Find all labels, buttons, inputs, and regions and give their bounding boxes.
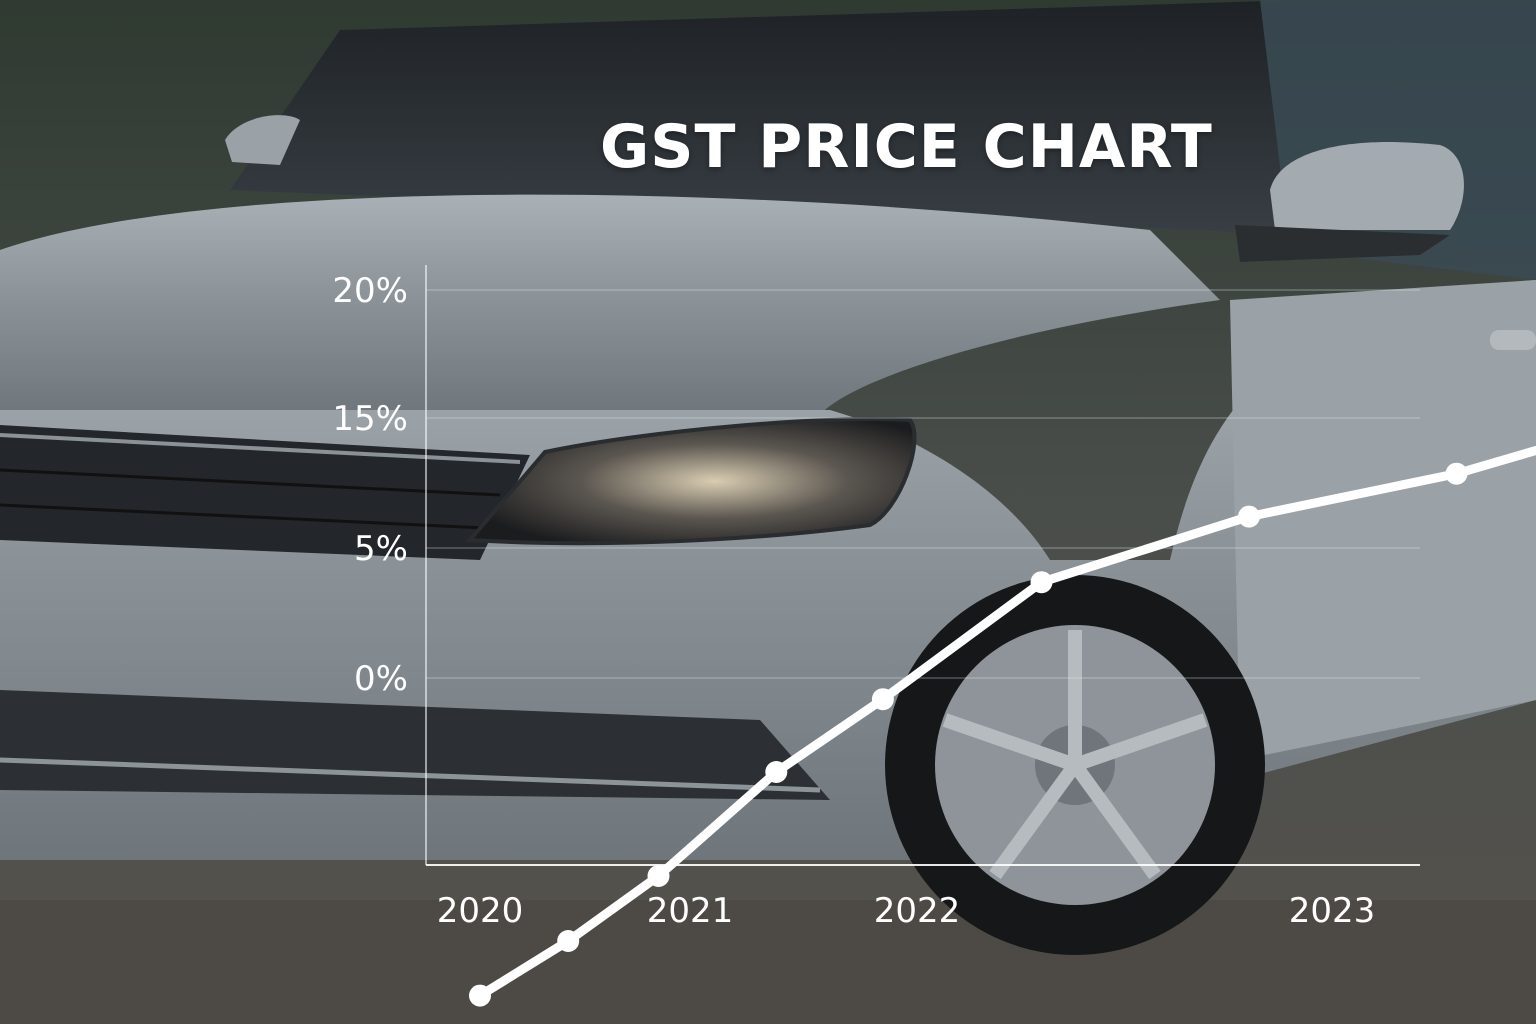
gridlines xyxy=(426,289,1420,679)
left-mirror xyxy=(225,115,300,165)
door xyxy=(1230,280,1536,760)
hood xyxy=(0,194,1220,415)
y-tick-label: 0% xyxy=(354,659,408,699)
door-handle xyxy=(1490,330,1536,350)
data-point xyxy=(871,688,894,711)
series-line xyxy=(475,445,1536,1001)
chart-title: GST PRICE CHART xyxy=(600,112,1213,182)
x-tick-label: 2021 xyxy=(647,891,734,931)
headlight xyxy=(465,417,917,546)
data-point xyxy=(1445,462,1468,485)
y-tick-label: 20% xyxy=(332,271,408,311)
right-mirror xyxy=(1270,142,1464,230)
data-point xyxy=(1238,505,1260,528)
data-point xyxy=(557,930,580,952)
data-point xyxy=(765,761,788,783)
windshield xyxy=(230,0,1536,250)
x-tick-labels: 2020 2021 2022 2023 xyxy=(437,891,1376,931)
lower-intake xyxy=(0,690,830,800)
data-point xyxy=(1030,571,1053,594)
grille xyxy=(0,425,530,560)
x-tick-label: 2020 xyxy=(437,891,524,931)
x-tick-label: 2023 xyxy=(1289,891,1376,931)
y-tick-label: 15% xyxy=(332,399,408,439)
x-tick-label: 2022 xyxy=(874,891,961,931)
data-points xyxy=(469,462,1468,1007)
data-point xyxy=(647,865,670,887)
y-tick-labels: 0% 5% 15% 20% xyxy=(332,271,408,699)
y-tick-label: 5% xyxy=(354,529,408,569)
road xyxy=(0,900,1536,1024)
data-point xyxy=(469,984,491,1007)
